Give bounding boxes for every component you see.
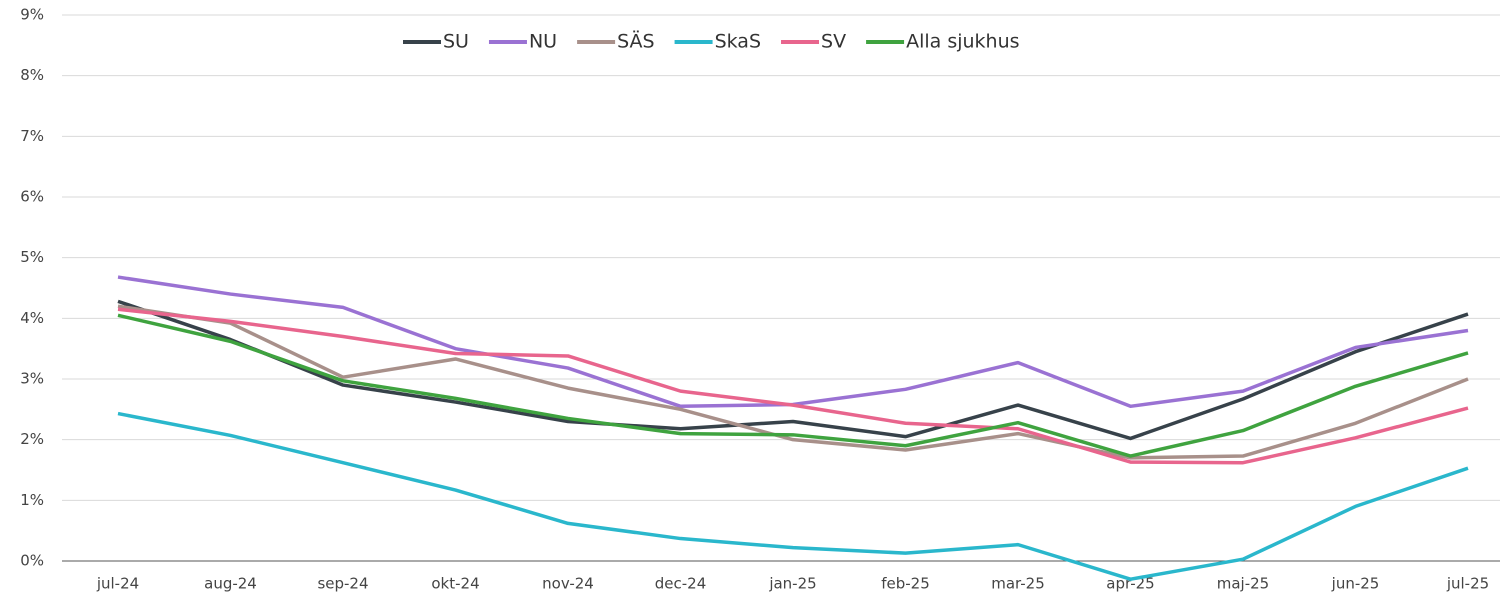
x-tick-label: apr-25 bbox=[1106, 575, 1154, 593]
series-line bbox=[117, 275, 1469, 409]
legend-label: SU bbox=[443, 31, 469, 53]
x-tick-label: nov-24 bbox=[542, 575, 594, 593]
legend-label: SV bbox=[821, 31, 846, 53]
y-tick-label: 9% bbox=[20, 6, 44, 24]
x-tick-label: sep-24 bbox=[317, 575, 368, 593]
legend-label: NU bbox=[529, 31, 557, 53]
y-tick-label: 5% bbox=[20, 248, 44, 266]
x-tick-label: jul-25 bbox=[1446, 575, 1489, 593]
x-tick-label: aug-24 bbox=[204, 575, 257, 593]
y-tick-label: 7% bbox=[20, 127, 44, 145]
legend-label: SkaS bbox=[715, 31, 761, 53]
y-tick-label: 6% bbox=[20, 188, 44, 206]
x-tick-label: mar-25 bbox=[991, 575, 1045, 593]
series-line bbox=[117, 411, 1469, 581]
legend-label: SÄS bbox=[617, 30, 654, 53]
y-tick-label: 0% bbox=[20, 552, 44, 570]
x-tick-label: jan-25 bbox=[768, 575, 816, 593]
x-tick-label: jun-25 bbox=[1331, 575, 1380, 593]
series-line bbox=[117, 313, 1469, 458]
x-tick-label: maj-25 bbox=[1217, 575, 1269, 593]
series-line bbox=[117, 307, 1469, 465]
legend-label: Alla sjukhus bbox=[906, 31, 1019, 53]
x-tick-label: okt-24 bbox=[431, 575, 479, 593]
x-tick-label: feb-25 bbox=[881, 575, 930, 593]
y-tick-label: 4% bbox=[20, 309, 44, 327]
y-tick-label: 1% bbox=[20, 491, 44, 509]
y-tick-label: 2% bbox=[20, 430, 44, 448]
x-tick-label: dec-24 bbox=[655, 575, 707, 593]
y-tick-label: 3% bbox=[20, 370, 44, 388]
series-line bbox=[117, 304, 1469, 460]
x-tick-label: jul-24 bbox=[96, 575, 139, 593]
series-line bbox=[117, 299, 1469, 441]
y-tick-label: 8% bbox=[20, 66, 44, 84]
